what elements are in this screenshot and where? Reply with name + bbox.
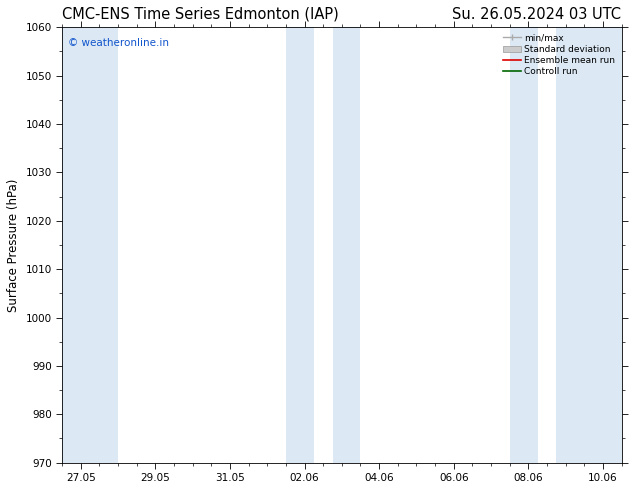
Bar (510, 27, 538, 463)
Bar (62, 27, 118, 463)
Text: Su. 26.05.2024 03 UTC: Su. 26.05.2024 03 UTC (453, 7, 621, 22)
Bar (332, 27, 361, 463)
Y-axis label: Surface Pressure (hPa): Surface Pressure (hPa) (7, 178, 20, 312)
Bar (556, 27, 621, 463)
Legend: min/max, Standard deviation, Ensemble mean run, Controll run: min/max, Standard deviation, Ensemble me… (501, 32, 617, 78)
Text: CMC-ENS Time Series Edmonton (IAP): CMC-ENS Time Series Edmonton (IAP) (62, 7, 339, 22)
Bar (286, 27, 314, 463)
Text: © weatheronline.in: © weatheronline.in (68, 38, 169, 48)
